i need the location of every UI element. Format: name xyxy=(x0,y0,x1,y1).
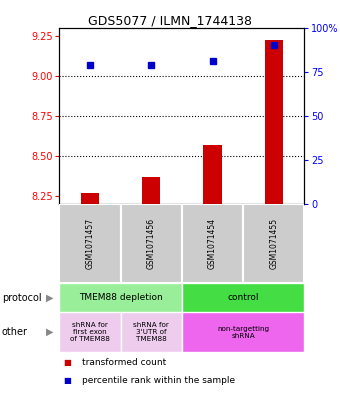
Text: GDS5077 / ILMN_1744138: GDS5077 / ILMN_1744138 xyxy=(88,14,252,27)
Bar xyxy=(265,40,283,204)
Bar xyxy=(59,204,121,283)
Bar xyxy=(59,283,182,312)
Text: shRNA for
first exon
of TMEM88: shRNA for first exon of TMEM88 xyxy=(70,322,110,342)
Bar xyxy=(81,193,99,204)
Bar xyxy=(203,145,222,204)
Bar xyxy=(59,312,121,352)
Text: percentile rank within the sample: percentile rank within the sample xyxy=(82,376,235,385)
Bar xyxy=(121,204,182,283)
Text: ■: ■ xyxy=(63,358,71,367)
Text: ▶: ▶ xyxy=(46,293,53,303)
Bar xyxy=(182,312,304,352)
Bar xyxy=(182,204,243,283)
Text: other: other xyxy=(2,327,28,337)
Bar xyxy=(182,283,304,312)
Text: ▶: ▶ xyxy=(46,327,53,337)
Text: GSM1071455: GSM1071455 xyxy=(269,218,278,269)
Bar xyxy=(121,312,182,352)
Bar xyxy=(243,204,304,283)
Text: non-targetting
shRNA: non-targetting shRNA xyxy=(217,325,269,339)
Text: ■: ■ xyxy=(63,376,71,385)
Bar xyxy=(142,177,160,204)
Text: transformed count: transformed count xyxy=(82,358,166,367)
Text: GSM1071454: GSM1071454 xyxy=(208,218,217,269)
Text: shRNA for
3'UTR of
TMEM88: shRNA for 3'UTR of TMEM88 xyxy=(133,322,169,342)
Text: TMEM88 depletion: TMEM88 depletion xyxy=(79,293,163,302)
Text: GSM1071457: GSM1071457 xyxy=(86,218,95,269)
Text: protocol: protocol xyxy=(2,293,41,303)
Text: GSM1071456: GSM1071456 xyxy=(147,218,156,269)
Text: control: control xyxy=(227,293,259,302)
